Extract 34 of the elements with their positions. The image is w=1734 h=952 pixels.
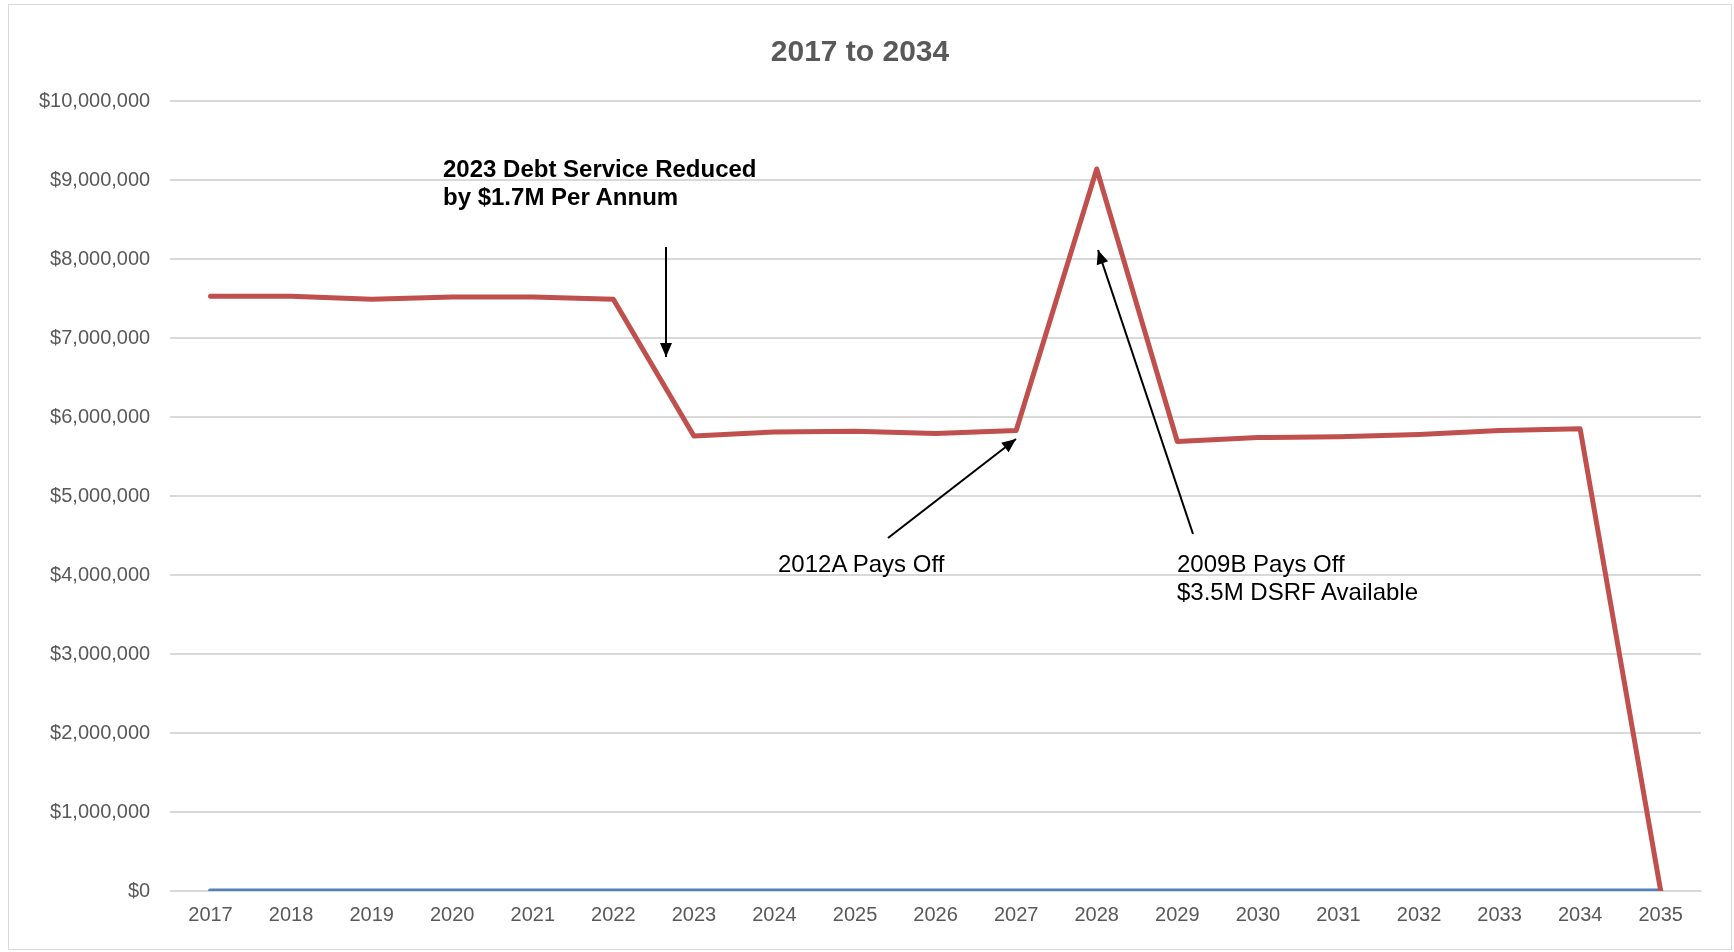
- y-tick-label: $2,000,000: [50, 720, 151, 743]
- x-tick-label: 2021: [510, 902, 556, 925]
- chart-title: 2017 to 2034: [770, 34, 950, 68]
- x-tick-label: 2027: [993, 902, 1039, 925]
- x-tick-label: 2019: [349, 902, 394, 925]
- annotation: 2023 Debt Service Reduced by $1.7M Per Annum: [443, 155, 757, 211]
- y-tick-label: $1,000,000: [50, 799, 151, 822]
- x-tick-label: 2033: [1477, 902, 1522, 925]
- x-tick-label: 2035: [1638, 902, 1683, 925]
- x-tick-label: 2023: [671, 902, 717, 925]
- x-tick-label: 2018: [268, 902, 314, 925]
- x-tick-label: 2025: [832, 902, 878, 925]
- x-tick-label: 2030: [1235, 902, 1281, 925]
- y-tick-label: $0: [127, 878, 151, 901]
- y-tick-label: $6,000,000: [50, 404, 151, 427]
- x-tick-label: 2026: [913, 902, 958, 925]
- x-tick-label: 2034: [1557, 902, 1603, 925]
- y-tick-label: $4,000,000: [50, 562, 151, 585]
- y-tick-label: $10,000,000: [38, 88, 151, 111]
- x-tick-label: 2031: [1316, 902, 1361, 925]
- y-tick-label: $5,000,000: [50, 483, 151, 506]
- x-tick-label: 2032: [1396, 902, 1442, 925]
- x-tick-label: 2024: [752, 902, 797, 925]
- y-tick-label: $9,000,000: [50, 167, 151, 190]
- annotation: 2009B Pays Off $3.5M DSRF Available: [1177, 550, 1419, 606]
- y-tick-label: $8,000,000: [50, 246, 151, 269]
- x-tick-label: 2017: [188, 902, 233, 925]
- y-tick-label: $7,000,000: [50, 325, 151, 348]
- x-tick-label: 2022: [591, 902, 636, 925]
- annotation: 2012A Pays Off: [778, 550, 945, 578]
- x-tick-label: 2028: [1074, 902, 1119, 925]
- x-tick-label: 2020: [429, 902, 475, 925]
- y-tick-label: $3,000,000: [50, 641, 151, 664]
- x-tick-label: 2029: [1155, 902, 1200, 925]
